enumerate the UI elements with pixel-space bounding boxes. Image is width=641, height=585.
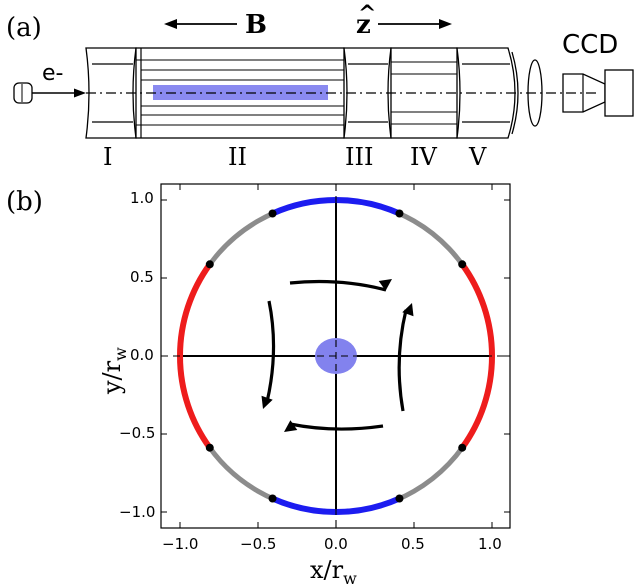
field-arrow-icon [164, 19, 237, 29]
flow-arrows [261, 279, 414, 432]
boundary-dot [458, 260, 467, 269]
y-axis-label: y/rw [98, 347, 130, 395]
x-axis-label: x/rw [310, 556, 357, 585]
z-label: z [356, 10, 371, 40]
ccd-label: CCD [562, 30, 618, 60]
y-tick-label: 1.0 [130, 189, 154, 207]
segment-label-III: III [345, 143, 373, 171]
x-tick-label: 0.0 [324, 535, 348, 553]
y-tick-label: −1.0 [119, 503, 155, 521]
x-tick-label: −0.5 [240, 535, 276, 553]
y-tick-label: 0.5 [130, 268, 154, 286]
panel-b-label: (b) [6, 187, 43, 217]
boundary-dot [395, 494, 404, 503]
boundary-dot [205, 443, 214, 452]
x-tick-label: 0.5 [401, 535, 425, 553]
flow-arrow-curve [265, 300, 276, 403]
panel-b: (b) −1.0 −0.5 0.0 0.5 1.0 1.0 0.5 0.0 −0… [6, 183, 511, 585]
boundary-dot [458, 443, 467, 452]
field-label: B [245, 10, 267, 40]
boundary-dot [205, 260, 214, 269]
segment-label-IV: IV [410, 143, 437, 171]
left-electrode [177, 262, 213, 450]
electron-gun-icon [13, 82, 33, 104]
flow-arrow-head [284, 420, 298, 432]
boundary-dot [395, 209, 404, 218]
segment-label-V: V [468, 143, 487, 171]
panel-a-label: (a) [6, 13, 42, 43]
electron-arrow-icon [32, 88, 86, 98]
y-tick-label: 0.0 [130, 346, 154, 364]
boundary-dot [268, 494, 277, 503]
sector-boundary-dots [205, 209, 467, 503]
axis-ticks [161, 184, 510, 528]
segment-label-II: II [228, 143, 247, 171]
x-tick-label: 1.0 [478, 535, 502, 553]
flow-arrow-curve [397, 309, 408, 412]
flow-arrow-curve [289, 279, 387, 292]
panel-a: (a) e- B z ^ [6, 1, 634, 171]
flow-arrow-curve [289, 422, 384, 431]
flow-arrow-head [402, 303, 414, 317]
x-tick-label: −1.0 [162, 535, 198, 553]
center-axes [161, 184, 510, 528]
segment-label-I: I [103, 143, 112, 171]
boundary-dot [268, 209, 277, 218]
z-hat: ^ [358, 1, 376, 27]
flow-arrow-head [261, 395, 273, 409]
flow-arrow-head [378, 279, 392, 291]
ccd-camera-icon [562, 69, 634, 117]
y-tick-label: −0.5 [119, 424, 155, 442]
electron-label: e- [42, 61, 63, 86]
z-arrow-icon [378, 19, 452, 29]
